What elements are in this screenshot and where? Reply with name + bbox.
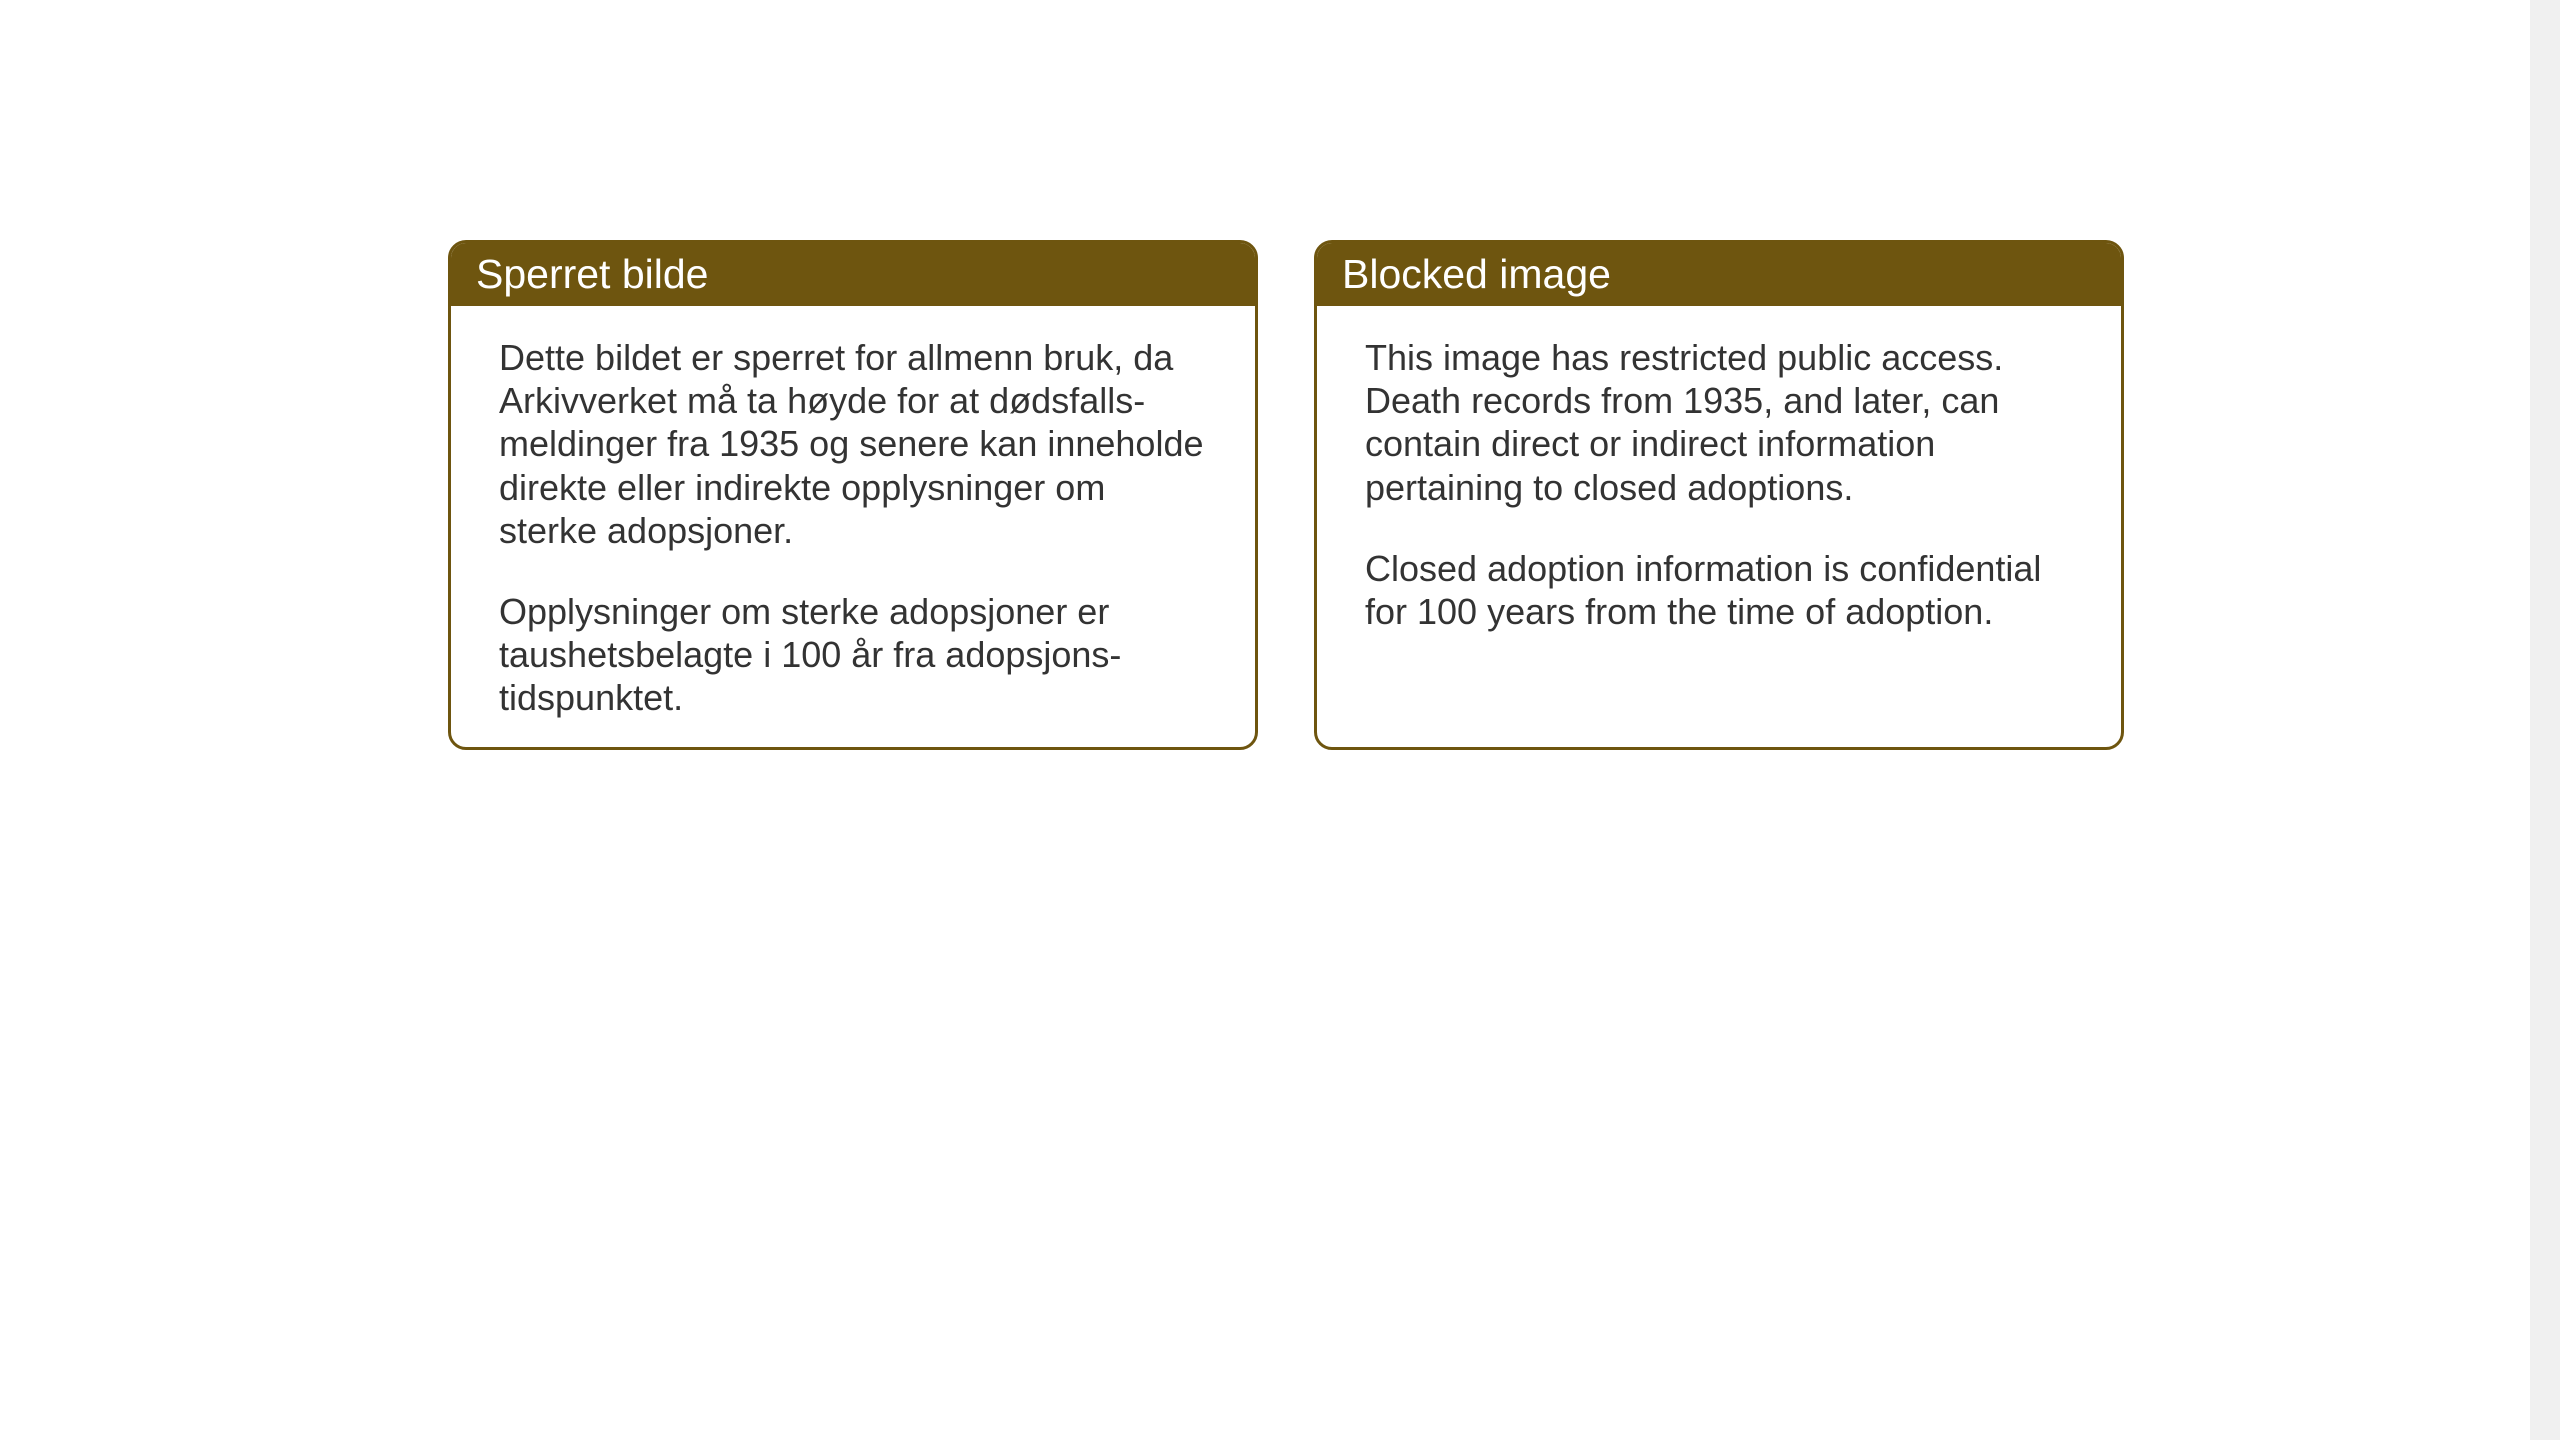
notice-cards-container: Sperret bilde Dette bildet er sperret fo… (448, 240, 2124, 750)
english-paragraph-1: This image has restricted public access.… (1365, 336, 2073, 509)
norwegian-card-header: Sperret bilde (451, 243, 1255, 306)
norwegian-paragraph-1: Dette bildet er sperret for allmenn bruk… (499, 336, 1207, 552)
english-notice-card: Blocked image This image has restricted … (1314, 240, 2124, 750)
norwegian-card-body: Dette bildet er sperret for allmenn bruk… (451, 306, 1255, 750)
norwegian-notice-card: Sperret bilde Dette bildet er sperret fo… (448, 240, 1258, 750)
norwegian-card-title: Sperret bilde (476, 251, 708, 297)
english-card-body: This image has restricted public access.… (1317, 306, 2121, 683)
english-card-title: Blocked image (1342, 251, 1611, 297)
norwegian-paragraph-2: Opplysninger om sterke adopsjoner er tau… (499, 590, 1207, 720)
english-card-header: Blocked image (1317, 243, 2121, 306)
vertical-scrollbar[interactable] (2530, 0, 2560, 1440)
english-paragraph-2: Closed adoption information is confident… (1365, 547, 2073, 633)
